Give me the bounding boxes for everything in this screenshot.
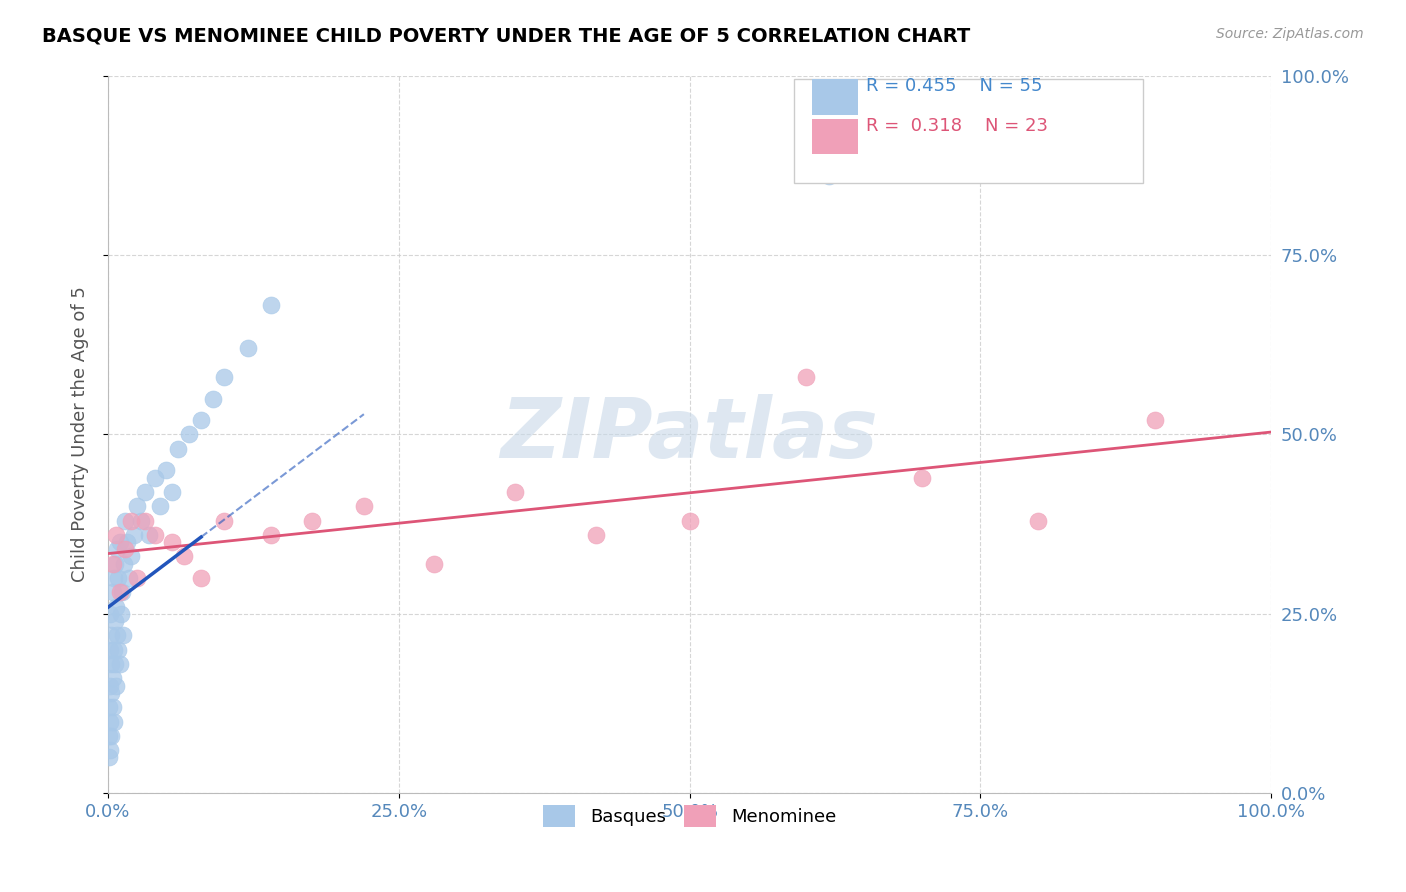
Point — [830, 119, 852, 133]
Point — [911, 470, 934, 484]
Point — [214, 370, 236, 384]
Text: BASQUE VS MENOMINEE CHILD POVERTY UNDER THE AGE OF 5 CORRELATION CHART: BASQUE VS MENOMINEE CHILD POVERTY UNDER … — [42, 27, 970, 45]
Point — [105, 599, 128, 614]
Text: ZIPatlas: ZIPatlas — [501, 394, 879, 475]
FancyBboxPatch shape — [794, 79, 1143, 183]
Point — [108, 657, 131, 672]
Point — [155, 463, 177, 477]
Point — [101, 585, 124, 599]
Point — [122, 528, 145, 542]
Text: R = 0.455    N = 55: R = 0.455 N = 55 — [866, 78, 1043, 95]
Text: Source: ZipAtlas.com: Source: ZipAtlas.com — [1216, 27, 1364, 41]
Point — [236, 341, 259, 355]
Point — [100, 657, 122, 672]
Point — [173, 549, 195, 564]
Point — [201, 392, 224, 406]
Point — [108, 535, 131, 549]
Point — [98, 743, 121, 757]
Point — [114, 514, 136, 528]
Text: R =  0.318    N = 23: R = 0.318 N = 23 — [866, 117, 1049, 135]
Point — [503, 484, 526, 499]
Point — [114, 542, 136, 557]
Point — [260, 528, 283, 542]
Point — [125, 571, 148, 585]
Point — [101, 700, 124, 714]
Point — [101, 672, 124, 686]
Point — [260, 298, 283, 312]
Y-axis label: Child Poverty Under the Age of 5: Child Poverty Under the Age of 5 — [72, 286, 89, 582]
Point — [190, 571, 212, 585]
Point — [105, 528, 128, 542]
Point — [166, 442, 188, 456]
Point — [103, 642, 125, 657]
Point — [190, 413, 212, 427]
Point — [98, 642, 121, 657]
Point — [112, 557, 135, 571]
Point — [107, 571, 129, 585]
Point — [422, 557, 444, 571]
Point — [104, 557, 127, 571]
Point — [1143, 413, 1166, 427]
Point — [105, 628, 128, 642]
Point — [105, 679, 128, 693]
Point — [98, 729, 121, 743]
Point — [134, 484, 156, 499]
Point — [98, 714, 121, 729]
Point — [120, 549, 142, 564]
Point — [179, 427, 201, 442]
Point — [143, 470, 166, 484]
Point — [214, 514, 236, 528]
Point — [100, 729, 122, 743]
Point — [118, 571, 141, 585]
Point — [125, 500, 148, 514]
Point — [103, 714, 125, 729]
Bar — [811, 119, 858, 154]
Point — [110, 607, 132, 621]
Point — [107, 642, 129, 657]
Point — [138, 528, 160, 542]
Point — [160, 484, 183, 499]
Point — [143, 528, 166, 542]
Bar — [811, 79, 858, 115]
Point — [818, 169, 841, 183]
Point — [98, 750, 121, 764]
Point — [104, 657, 127, 672]
Point — [101, 557, 124, 571]
Point — [129, 514, 152, 528]
Point — [103, 571, 125, 585]
Point — [120, 514, 142, 528]
Point — [111, 585, 134, 599]
Point — [353, 500, 375, 514]
Point — [794, 370, 817, 384]
Point — [98, 607, 121, 621]
Point — [108, 585, 131, 599]
Point — [105, 542, 128, 557]
Point — [160, 535, 183, 549]
Point — [98, 700, 121, 714]
Point — [678, 514, 700, 528]
Point — [98, 679, 121, 693]
Legend: Basques, Menominee: Basques, Menominee — [536, 798, 844, 835]
Point — [115, 535, 138, 549]
Point — [134, 514, 156, 528]
Point — [149, 500, 172, 514]
Point — [104, 614, 127, 628]
Point — [100, 686, 122, 700]
Point — [100, 628, 122, 642]
Point — [301, 514, 323, 528]
Point — [585, 528, 607, 542]
Point — [1028, 514, 1050, 528]
Point — [112, 628, 135, 642]
